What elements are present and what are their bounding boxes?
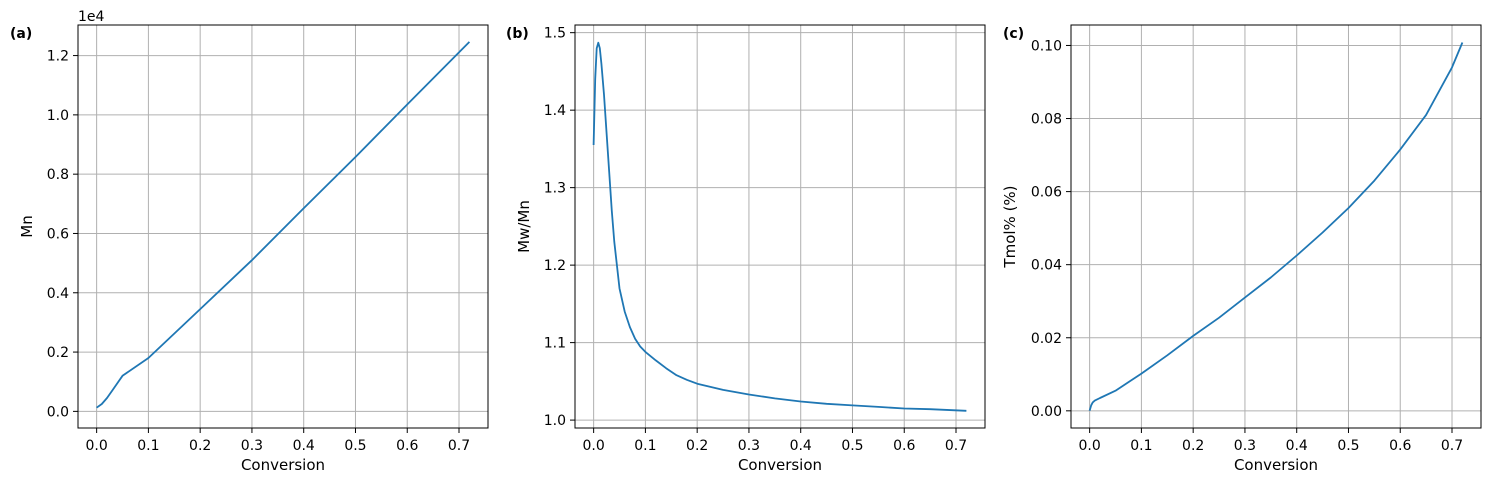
x-tick-label: 0.0 [1079,438,1101,454]
y-tick-label: 1.4 [544,103,566,119]
y-tick-label: 1.5 [544,26,566,42]
x-tick-label: 0.3 [738,438,760,454]
x-tick-label: 0.6 [1389,438,1411,454]
x-tick-label: 0.5 [1337,438,1359,454]
y-tick-label: 0.8 [47,167,69,183]
y-axis-label: Tmol% (%) [1001,185,1019,268]
y-tick-label: 0.08 [1031,112,1062,128]
y-tick-label: 0.0 [47,404,69,420]
y-tick-label: 1.2 [544,258,566,274]
axes-frame [77,24,489,429]
y-tick-label: 1.0 [544,413,566,429]
panel-label: (a) [10,26,32,42]
x-tick-label: 0.1 [137,438,159,454]
x-tick-label: 0.4 [790,438,812,454]
x-tick-label: 0.7 [448,438,470,454]
y-tick-label: 1.3 [544,181,566,197]
x-tick-label: 0.5 [344,438,366,454]
y-tick-label: 0.4 [47,286,69,302]
y-tick-label: 0.06 [1031,185,1062,201]
x-tick-label: 0.2 [686,438,708,454]
y-tick-label: 0.6 [47,226,69,242]
series-line [1088,42,1464,412]
y-tick-label: 0.02 [1031,331,1062,347]
panel-label: (b) [506,26,529,42]
y-tick-label: 0.04 [1031,258,1062,274]
chart-panel-1: 0.0 0.1 0.2 0.3 0.4 0.5 0.6 0.7 0.0 0.2 0.4 0.6 0.8 1… [10,9,489,474]
panel-label: (c) [1003,26,1024,42]
x-tick-label: 0.0 [86,438,108,454]
x-tick-label: 0.3 [1234,438,1256,454]
y-axis-label: Mw/Mn [515,200,533,253]
x-tick-label: 0.4 [293,438,315,454]
x-tick-label: 0.6 [893,438,915,454]
x-axis-label: Conversion [241,456,325,474]
x-tick-label: 0.3 [241,438,263,454]
chart-panel-3: 0.0 0.1 0.2 0.3 0.4 0.5 0.6 0.7 0.00 0.02 0.04 0.06… [1001,24,1482,474]
y-tick-label: 0.2 [47,345,69,361]
axes-frame [574,24,986,429]
y-tick-label: 1.0 [47,108,69,124]
axis-offset-text: 1e4 [78,9,105,25]
x-tick-label: 0.0 [583,438,605,454]
x-axis-label: Conversion [738,456,822,474]
x-tick-label: 0.1 [1130,438,1152,454]
y-axis-label: Mn [18,215,36,237]
x-tick-label: 0.2 [1182,438,1204,454]
axes-frame [1070,24,1482,429]
x-tick-label: 0.7 [945,438,967,454]
y-tick-label: 0.00 [1031,404,1062,420]
x-tick-label: 0.2 [189,438,211,454]
chart-panel-2: 0.0 0.1 0.2 0.3 0.4 0.5 0.6 0.7 1.0 1.1 1.2 1.3 1.4 1… [506,24,986,474]
x-tick-label: 0.5 [841,438,863,454]
x-tick-label: 0.4 [1286,438,1308,454]
y-tick-label: 0.10 [1031,38,1062,54]
series-line [96,41,471,409]
x-axis-label: Conversion [1234,456,1318,474]
y-tick-label: 1.1 [544,336,566,352]
y-tick-label: 1.2 [47,49,69,65]
x-tick-label: 0.1 [634,438,656,454]
x-tick-label: 0.7 [1441,438,1463,454]
x-tick-label: 0.6 [396,438,418,454]
series-line [592,41,967,412]
